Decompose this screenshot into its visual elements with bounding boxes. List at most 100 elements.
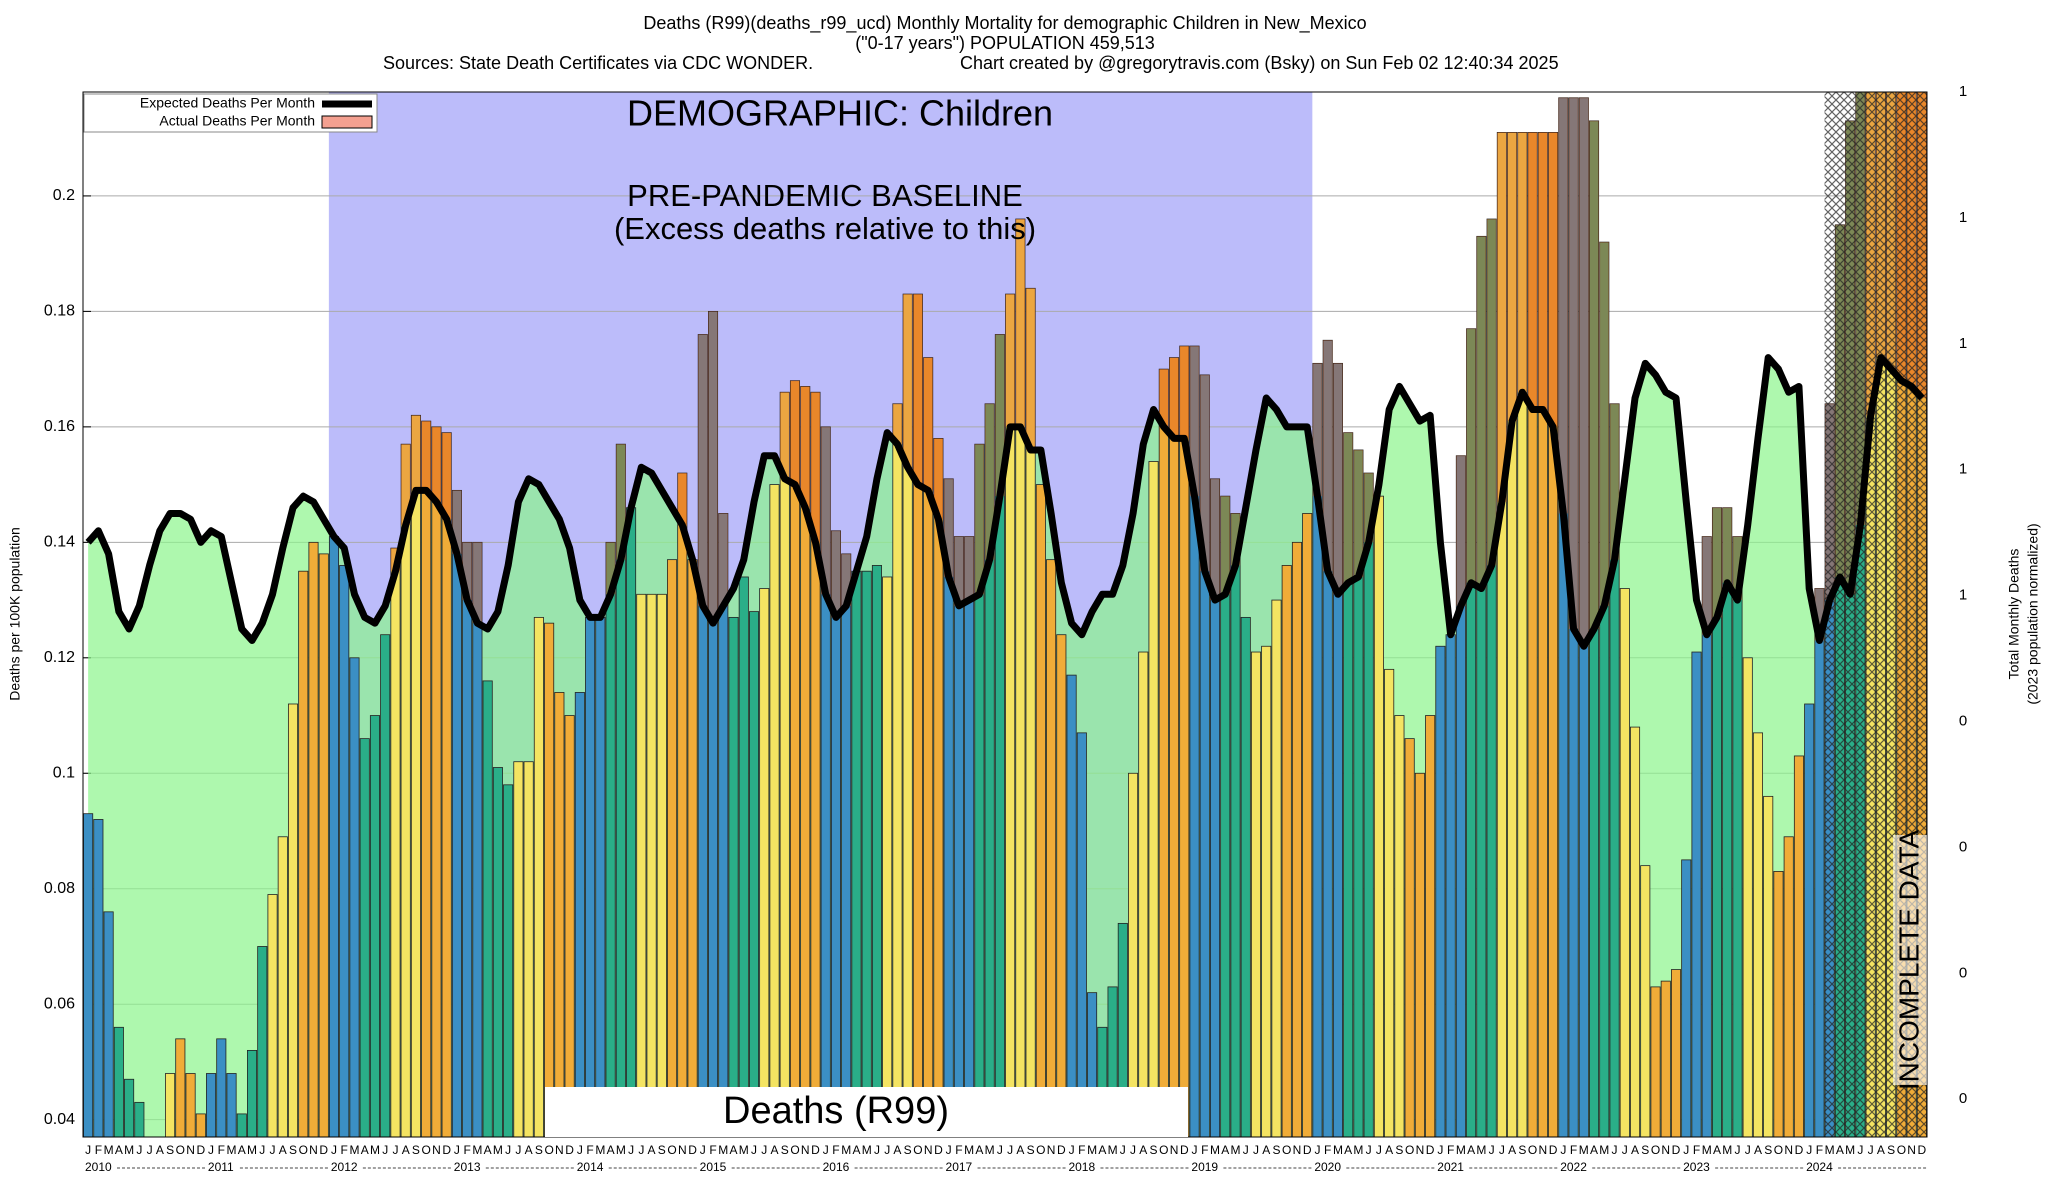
x-month-label: J — [1069, 1143, 1075, 1157]
x-month-label: S — [412, 1143, 420, 1157]
x-month-label: A — [1221, 1143, 1229, 1157]
y-tick-label: 0.04 — [44, 1111, 75, 1128]
excess-bar — [462, 542, 472, 601]
x-year-label: 2011 — [208, 1160, 234, 1174]
x-month-label: J — [1560, 1143, 1566, 1157]
excess-bar — [1538, 132, 1548, 410]
chart-title: Deaths (R99)(deaths_r99_ucd) Monthly Mor… — [643, 13, 1366, 34]
x-month-label: N — [1170, 1143, 1179, 1157]
x-month-label: A — [770, 1143, 778, 1157]
excess-bar — [985, 403, 995, 560]
y2-tick-label: 1 — [1959, 335, 1967, 352]
y2-tick-label: 1 — [1959, 461, 1967, 478]
excess-bar — [1220, 496, 1230, 595]
bar — [328, 536, 340, 1138]
x-year-label: 2021 — [1437, 1160, 1464, 1174]
excess-bar — [1466, 328, 1476, 583]
bar — [451, 489, 462, 1138]
excess-bar — [1712, 507, 1722, 618]
y-tick-label: 0.12 — [44, 649, 75, 666]
x-month-label: J — [259, 1143, 265, 1157]
excess-bar — [718, 513, 728, 606]
excess-bar — [821, 426, 831, 595]
x-year-label: 2020 — [1314, 1160, 1341, 1174]
bar — [861, 570, 872, 1138]
x-month-label: N — [1416, 1143, 1425, 1157]
bar — [677, 472, 688, 1138]
x-month-label: O — [667, 1143, 676, 1157]
incomplete-label: INCOMPLETE DATA — [1893, 830, 1924, 1091]
x-month-label: A — [484, 1143, 492, 1157]
bar — [277, 836, 288, 1138]
excess-bar — [401, 444, 411, 526]
bar — [1373, 495, 1384, 1138]
excess-bar — [1189, 346, 1200, 497]
bar — [1619, 588, 1630, 1138]
excess-bar — [677, 473, 687, 526]
bar — [646, 593, 657, 1138]
excess-bar — [1005, 294, 1015, 427]
y-tick-label: 0.06 — [44, 995, 75, 1012]
bar — [667, 559, 678, 1138]
x-month-label: O — [1282, 1143, 1291, 1157]
x-month-label: M — [1087, 1143, 1097, 1157]
x-year-label: 2024 — [1806, 1160, 1833, 1174]
bar — [687, 559, 698, 1138]
bar — [1261, 645, 1272, 1138]
y2-axis-label-note: (2023 population normalized) — [2025, 523, 2041, 704]
x-month-label: D — [934, 1143, 943, 1157]
x-month-label: M — [1579, 1143, 1589, 1157]
bar — [748, 611, 760, 1138]
x-month-label: O — [1897, 1143, 1906, 1157]
y2-tick-label: 0 — [1959, 838, 1967, 855]
x-month-label: J — [1683, 1143, 1689, 1157]
bar — [1128, 772, 1139, 1138]
incomplete-label-bg — [1893, 835, 1927, 1085]
x-month-label: J — [1437, 1143, 1443, 1157]
x-month-label: S — [289, 1143, 297, 1157]
x-month-label: M — [1231, 1143, 1241, 1157]
excess-bar — [1732, 536, 1743, 601]
bar — [769, 484, 780, 1138]
bar — [1752, 732, 1763, 1138]
x-month-label: A — [1385, 1143, 1393, 1157]
x-month-label: J — [1376, 1143, 1382, 1157]
bar — [1804, 703, 1815, 1138]
x-month-label: F — [218, 1143, 225, 1157]
x-month-label: A — [156, 1143, 164, 1157]
y-tick-label: 0.18 — [44, 303, 75, 320]
excess-bar — [1230, 513, 1241, 566]
bar — [882, 576, 893, 1138]
x-month-label: M — [739, 1143, 749, 1157]
bar — [462, 541, 473, 1138]
excess-bar — [1609, 403, 1620, 560]
excess-bar — [954, 536, 964, 606]
excess-bar — [421, 421, 431, 491]
bar — [103, 911, 114, 1138]
x-month-label: F — [1447, 1143, 1454, 1157]
x-month-label: F — [1324, 1143, 1331, 1157]
excess-bar — [841, 553, 851, 606]
y2-tick-label: 0 — [1959, 964, 1967, 981]
bar — [656, 593, 667, 1138]
x-month-label: S — [1764, 1143, 1772, 1157]
x-month-label: M — [595, 1143, 605, 1157]
excess-bar — [1579, 97, 1589, 647]
excess-bar — [708, 311, 718, 624]
cause-box — [545, 1087, 1188, 1137]
bar — [728, 616, 739, 1138]
x-month-label: S — [166, 1143, 174, 1157]
bar — [410, 414, 421, 1138]
x-month-label: D — [1426, 1143, 1435, 1157]
bar — [851, 570, 862, 1138]
x-month-label: D — [442, 1143, 451, 1157]
x-month-label: J — [1734, 1143, 1740, 1157]
x-month-label: J — [392, 1143, 398, 1157]
bar — [421, 420, 432, 1138]
x-month-label: J — [1243, 1143, 1249, 1157]
bar — [431, 426, 442, 1138]
x-month-label: M — [1210, 1143, 1220, 1157]
bar — [257, 946, 268, 1138]
x-month-label: J — [1868, 1143, 1874, 1157]
excess-bar — [1599, 242, 1609, 606]
